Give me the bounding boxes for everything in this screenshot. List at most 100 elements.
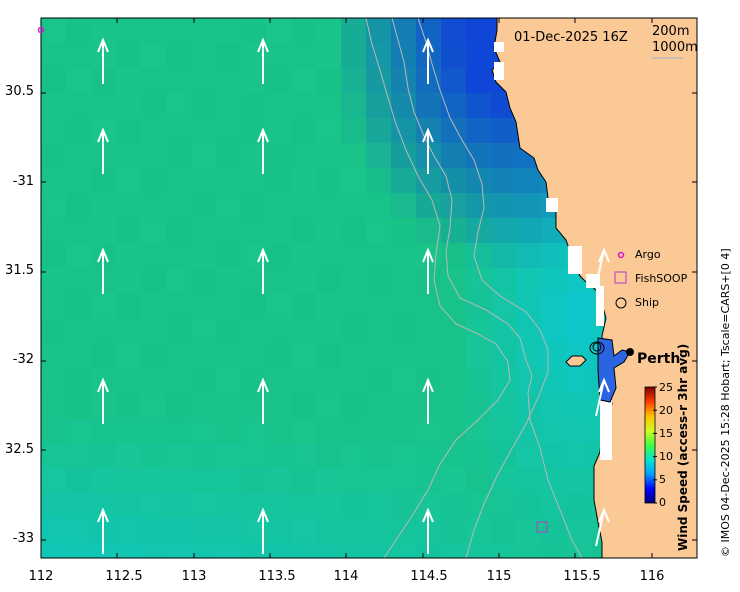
grid-cell (441, 143, 467, 169)
grid-cell (341, 368, 367, 394)
grid-cell (216, 218, 242, 244)
grid-cell (216, 368, 242, 394)
grid-cell (41, 468, 67, 494)
grid-cell (341, 68, 367, 94)
grid-cell (541, 468, 567, 494)
grid-cell (441, 93, 467, 119)
grid-cell (141, 118, 167, 144)
grid-cell (116, 368, 142, 394)
grid-cell (566, 443, 592, 469)
grid-cell (466, 518, 492, 544)
grid-cell (566, 318, 592, 344)
grid-cell (391, 368, 417, 394)
grid-cell (341, 193, 367, 219)
grid-cell (291, 243, 317, 269)
grid-cell (441, 468, 467, 494)
grid-cell (116, 68, 142, 94)
grid-cell (141, 368, 167, 394)
grid-cell (41, 543, 67, 558)
grid-cell (191, 193, 217, 219)
grid-cell (141, 218, 167, 244)
grid-cell (291, 118, 317, 144)
grid-cell (516, 443, 542, 469)
grid-cell (316, 468, 342, 494)
grid-cell (391, 318, 417, 344)
grid-cell (341, 393, 367, 419)
x-tick-label: 112.5 (105, 569, 143, 584)
grid-cell (216, 18, 242, 44)
y-tick-label: -32 (12, 352, 34, 367)
grid-cell (466, 493, 492, 519)
grid-cell (466, 168, 492, 194)
wind-vectors (97, 37, 610, 554)
grid-cell (366, 543, 392, 558)
grid-cell (566, 293, 592, 319)
grid-cell (216, 168, 242, 194)
legend-ship-label: Ship (635, 296, 659, 309)
grid-cell (166, 293, 192, 319)
grid-cell (141, 68, 167, 94)
grid-cell (41, 318, 67, 344)
colorbar-tick-label: 15 (659, 427, 673, 440)
contour-1000m (365, 18, 511, 558)
grid-cell (341, 143, 367, 169)
grid-cell (441, 118, 467, 144)
grid-cell (391, 418, 417, 444)
grid-cell (266, 443, 292, 469)
grid-cell (141, 518, 167, 544)
grid-cell (266, 43, 292, 69)
grid-cell (116, 443, 142, 469)
grid-cell (91, 218, 117, 244)
grid-cell (66, 468, 92, 494)
grid-cell (41, 218, 67, 244)
grid-cell (341, 443, 367, 469)
grid-cell (241, 543, 267, 558)
wind-arrow (422, 37, 434, 84)
grid-cell (216, 543, 242, 558)
grid-cell (41, 293, 67, 319)
grid-cell (491, 318, 517, 344)
grid-cell (566, 368, 592, 394)
grid-cell (116, 218, 142, 244)
grid-cell (266, 318, 292, 344)
wind-arrow (257, 507, 269, 554)
grid-cell (216, 193, 242, 219)
colorbar (644, 386, 656, 504)
grid-cell (416, 318, 442, 344)
grid-cell (216, 93, 242, 119)
grid-cell (391, 93, 417, 119)
grid-cell (391, 293, 417, 319)
grid-cell (391, 243, 417, 269)
grid-cell (116, 93, 142, 119)
grid-cell (391, 168, 417, 194)
grid-cell (291, 368, 317, 394)
grid-cell (166, 243, 192, 269)
grid-cell (91, 193, 117, 219)
grid-cell (366, 168, 392, 194)
grid-cell (216, 293, 242, 319)
grid-cell (316, 243, 342, 269)
grid-cell (441, 193, 467, 219)
grid-cell (341, 243, 367, 269)
grid-cell (91, 318, 117, 344)
grid-cell (341, 43, 367, 69)
wind-arrow (97, 507, 109, 554)
grid-cell (166, 68, 192, 94)
grid-cell (66, 318, 92, 344)
grid-cell (41, 418, 67, 444)
grid-cell (91, 18, 117, 44)
grid-cell (291, 218, 317, 244)
grid-cell (366, 68, 392, 94)
grid-cell (541, 318, 567, 344)
grid-cell (466, 293, 492, 319)
grid-cell (66, 543, 92, 558)
grid-cell (491, 168, 517, 194)
grid-cell (266, 343, 292, 369)
grid-cell (441, 218, 467, 244)
grid-cell (241, 318, 267, 344)
grid-cell (66, 18, 92, 44)
grid-cell (116, 518, 142, 544)
city-label-perth: Perth (637, 351, 681, 367)
grid-cell (266, 243, 292, 269)
grid-cell (166, 118, 192, 144)
